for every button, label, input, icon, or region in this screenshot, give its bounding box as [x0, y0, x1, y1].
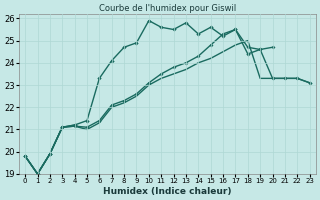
X-axis label: Humidex (Indice chaleur): Humidex (Indice chaleur) [103, 187, 232, 196]
Title: Courbe de l'humidex pour Giswil: Courbe de l'humidex pour Giswil [99, 4, 236, 13]
